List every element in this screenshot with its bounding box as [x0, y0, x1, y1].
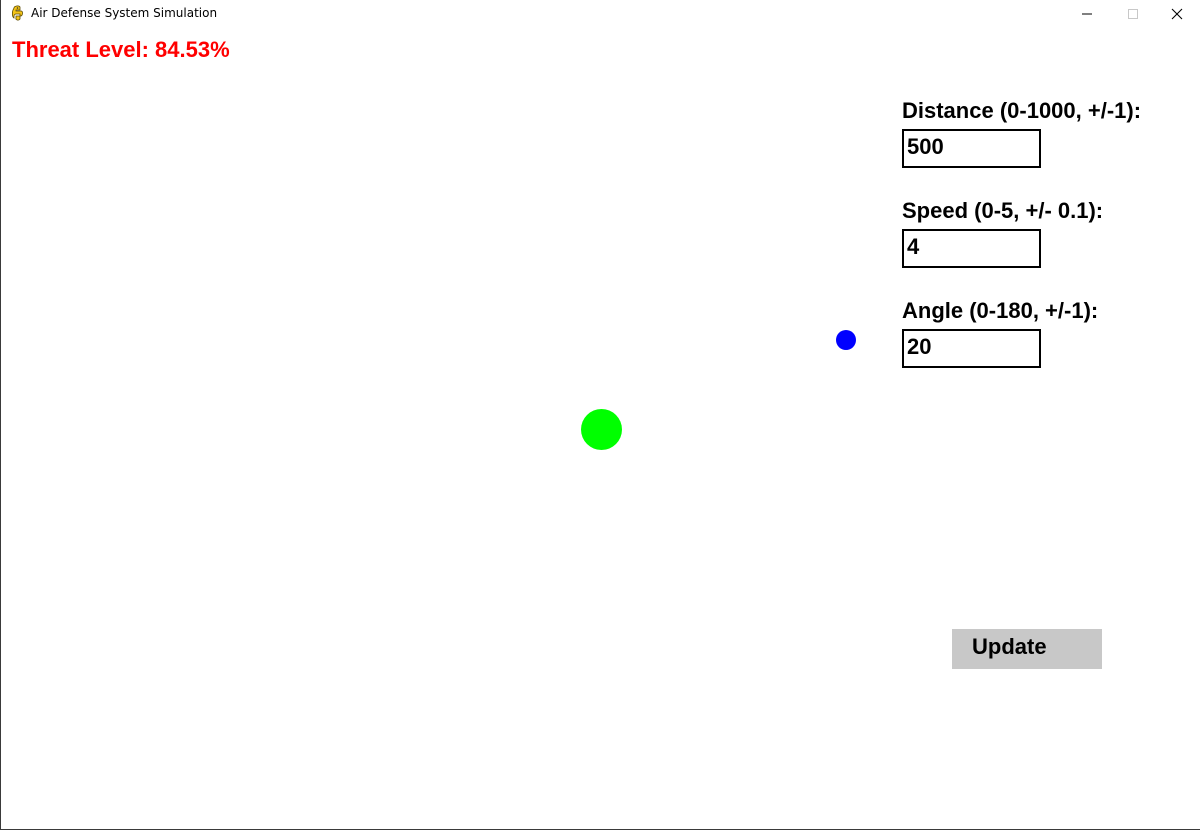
minimize-icon: [1082, 13, 1092, 15]
window-title: Air Defense System Simulation: [31, 6, 218, 20]
angle-input[interactable]: 20: [902, 329, 1041, 368]
minimize-button[interactable]: [1064, 0, 1110, 28]
speed-input[interactable]: 4: [902, 229, 1041, 268]
pygame-snake-icon: [10, 5, 26, 21]
defense-base-marker: [581, 409, 622, 450]
speed-label: Speed (0-5, +/- 0.1):: [902, 198, 1104, 223]
distance-label: Distance (0-1000, +/-1):: [902, 98, 1142, 123]
angle-label: Angle (0-180, +/-1):: [902, 298, 1099, 323]
speed-value: 4: [907, 234, 920, 259]
distance-value: 500: [907, 134, 944, 159]
maximize-icon: [1128, 9, 1138, 19]
maximize-button[interactable]: [1110, 0, 1156, 28]
threat-level-text: Threat Level: 84.53%: [12, 37, 230, 62]
title-bar[interactable]: Air Defense System Simulation: [1, 0, 1200, 28]
update-button[interactable]: Update: [952, 629, 1102, 669]
incoming-target-marker: [836, 330, 856, 350]
distance-input[interactable]: 500: [902, 129, 1041, 168]
angle-value: 20: [907, 334, 932, 359]
update-button-label: Update: [972, 634, 1047, 659]
close-icon: [1171, 8, 1183, 20]
close-button[interactable]: [1154, 0, 1200, 28]
